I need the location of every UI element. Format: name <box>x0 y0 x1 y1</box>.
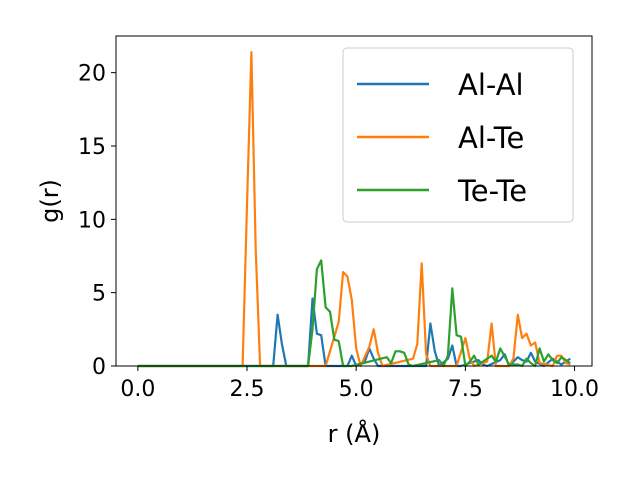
x-axis-label: r (Å) <box>328 419 381 448</box>
y-tick-label: 15 <box>78 135 106 160</box>
y-tick-label: 0 <box>92 355 106 380</box>
legend-label-al-te: Al-Te <box>458 121 524 155</box>
y-tick-label: 5 <box>92 282 106 307</box>
y-tick-label: 10 <box>78 208 106 233</box>
y-axis-label: g(r) <box>36 179 64 223</box>
x-tick-label: 7.5 <box>448 377 483 402</box>
legend-label-te-te: Te-Te <box>457 174 527 208</box>
plot-area-frame <box>115 35 593 367</box>
x-tick-label: 10.0 <box>550 377 599 402</box>
ticks-layer: 0.0 2.5 5.0 7.5 10.0 0 5 10 15 20 <box>78 62 599 402</box>
x-tick-label: 0.0 <box>120 377 155 402</box>
legend-label-al-al: Al-Al <box>458 68 524 102</box>
legend: Al-Al Al-Te Te-Te <box>342 47 574 223</box>
series-line-te-te <box>137 259 571 368</box>
y-tick-label: 20 <box>78 62 106 87</box>
x-tick-label: 2.5 <box>230 377 265 402</box>
x-tick-label: 5.0 <box>339 377 374 402</box>
legend-box <box>342 47 574 223</box>
